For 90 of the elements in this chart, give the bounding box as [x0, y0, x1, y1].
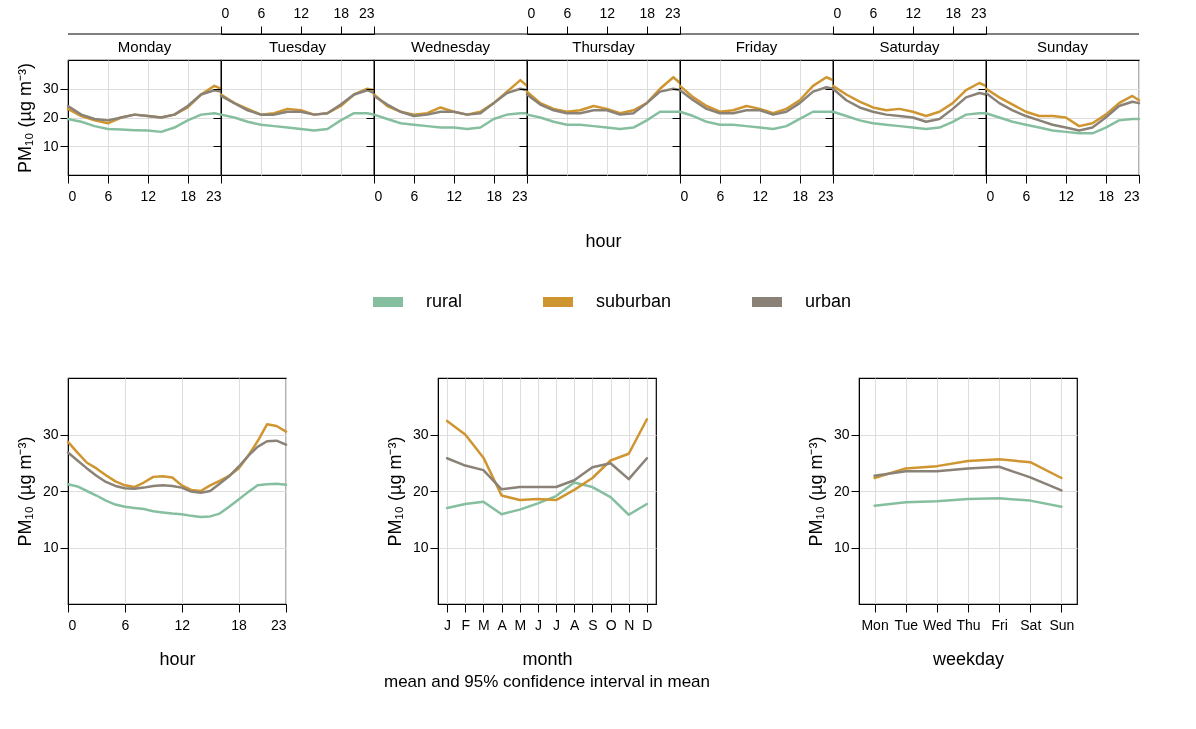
x-tick-label: 23 [358, 4, 375, 21]
legend-label: suburban [596, 291, 672, 311]
x-tick-label: S [588, 616, 598, 633]
x-tick-label: 12 [174, 616, 191, 633]
x-axis-title: hour [585, 231, 622, 251]
x-tick-label: F [461, 616, 471, 633]
x-tick-label: Thu [956, 616, 981, 633]
x-tick-label: 0 [680, 187, 689, 204]
chart-title: Wednesday [411, 38, 491, 55]
x-tick-label: 12 [293, 4, 310, 21]
y-tick-label: 10 [833, 539, 850, 555]
x-tick-label: 0 [374, 187, 383, 204]
x-tick-label: 18 [945, 4, 962, 21]
x-tick-label: 0 [221, 4, 230, 21]
x-tick-label: A [570, 616, 581, 633]
x-tick-label: 18 [333, 4, 350, 21]
x-tick-label: J [444, 616, 452, 633]
y-axis-title: PM₁₀ (µg m⁻³) [14, 436, 35, 547]
x-tick-label: 23 [970, 4, 987, 21]
y-tick-label: 10 [42, 137, 59, 154]
x-tick-label: J [534, 616, 542, 633]
x-axis-title: weekday [931, 648, 1005, 669]
x-tick-label: 12 [140, 187, 157, 204]
x-tick-label: 18 [180, 187, 197, 204]
x-axis-title: month [522, 648, 573, 669]
y-tick-label: 10 [42, 539, 59, 555]
x-tick-label: 23 [817, 187, 834, 204]
x-tick-label: 0 [527, 4, 536, 21]
x-tick-label: Sun [1049, 616, 1075, 633]
text: mean and 95% confidence interval in mean [383, 672, 711, 691]
x-tick-label: 0 [68, 616, 77, 633]
x-tick-label: 6 [869, 4, 878, 21]
y-tick-label: 20 [42, 109, 59, 125]
x-tick-label: 18 [231, 616, 248, 633]
y-tick-label: 30 [42, 80, 59, 97]
y-tick-label: 20 [412, 482, 429, 499]
y-tick-label: 30 [42, 426, 59, 442]
x-tick-label: 23 [205, 187, 222, 204]
x-tick-label: N [624, 616, 635, 633]
x-tick-label: Wed [923, 616, 952, 633]
x-tick-label: 6 [257, 4, 266, 21]
x-tick-label: 6 [563, 4, 572, 21]
chart-title: Thursday [572, 38, 636, 55]
x-tick-label: 0 [986, 187, 995, 204]
x-tick-label: 6 [104, 187, 113, 204]
y-tick-label: 30 [833, 426, 850, 442]
x-tick-label: M [478, 616, 490, 633]
x-tick-label: D [642, 616, 653, 633]
x-tick-label: 12 [599, 4, 616, 21]
y-axis-title: PM₁₀ (µg m⁻³) [14, 63, 35, 173]
x-tick-label: M [514, 616, 527, 633]
y-tick-label: 10 [412, 539, 429, 555]
y-tick-label: 20 [833, 482, 850, 499]
x-tick-label: 12 [1058, 187, 1075, 204]
chart-title: Monday [117, 38, 172, 55]
x-tick-label: 6 [1022, 187, 1031, 204]
y-tick-label: 30 [412, 426, 429, 442]
x-tick-label: 0 [68, 187, 77, 204]
chart-title: Saturday [879, 38, 941, 55]
x-tick-label: 18 [639, 4, 656, 21]
x-tick-label: 12 [905, 4, 922, 21]
x-tick-label: 18 [1098, 187, 1115, 204]
x-tick-label: 0 [833, 4, 842, 21]
x-tick-label: Fri [991, 616, 1008, 633]
x-tick-label: O [605, 616, 617, 633]
x-tick-label: Tue [894, 616, 919, 633]
legend-label: rural [426, 291, 463, 311]
legend-label: urban [805, 291, 852, 311]
x-tick-label: 23 [1123, 187, 1140, 204]
x-tick-label: 6 [410, 187, 419, 204]
x-tick-label: 23 [664, 4, 681, 21]
x-axis-title: hour [159, 648, 196, 669]
chart-title: Tuesday [269, 38, 327, 55]
y-axis-title: PM₁₀ (µg m⁻³) [805, 436, 826, 547]
x-tick-label: 18 [486, 187, 503, 204]
x-tick-label: Sat [1020, 616, 1042, 633]
x-tick-label: A [497, 616, 508, 633]
x-tick-label: 18 [792, 187, 809, 204]
x-tick-label: 6 [121, 616, 130, 633]
x-tick-label: 6 [716, 187, 725, 204]
x-tick-label: J [553, 616, 561, 633]
x-tick-label: Mon [861, 616, 889, 633]
x-tick-label: 12 [752, 187, 769, 204]
y-tick-label: 20 [42, 482, 59, 499]
x-tick-label: 23 [270, 616, 287, 633]
x-tick-label: 12 [446, 187, 463, 204]
y-axis-title: PM₁₀ (µg m⁻³) [384, 436, 405, 547]
x-tick-label: 23 [511, 187, 528, 204]
chart-title: Sunday [1037, 38, 1089, 55]
chart-title: Friday [735, 38, 778, 55]
